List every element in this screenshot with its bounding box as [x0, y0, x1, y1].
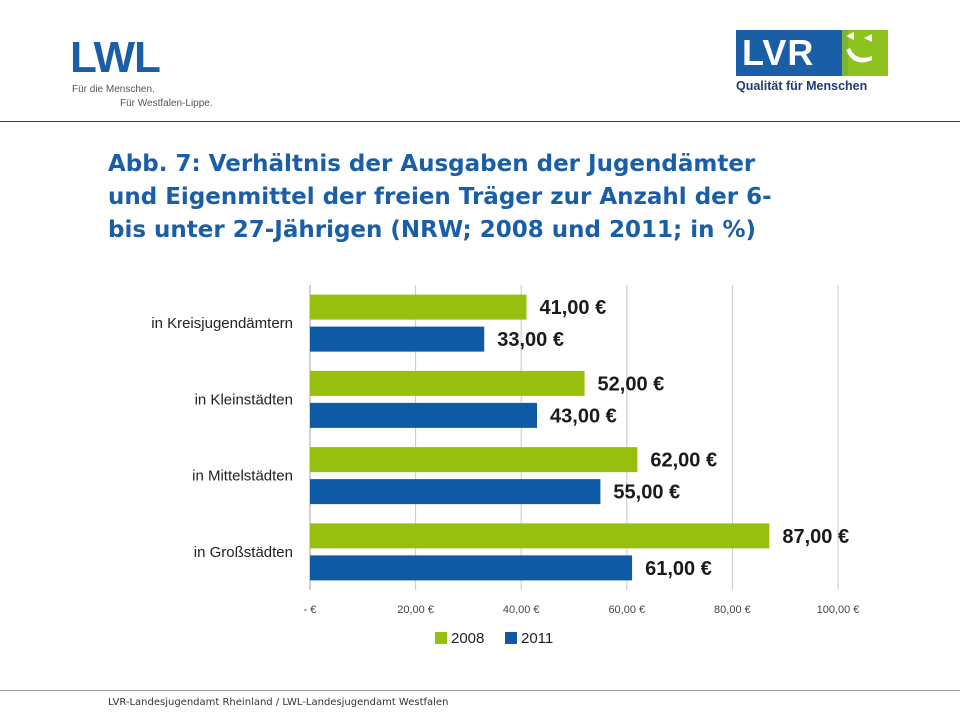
category-label: in Kleinstädten: [195, 391, 293, 408]
bar-2011: [310, 326, 485, 352]
lvr-logo: LVR Qualität für Menschen: [736, 30, 892, 94]
slide-title-line2: und Eigenmittel der freien Träger zur An…: [108, 184, 772, 210]
bar-2008: [310, 370, 585, 396]
data-label-2011: 33,00 €: [497, 329, 564, 351]
lwl-logo-wordmark: LWL: [70, 33, 161, 82]
slide-title-line1: Abb. 7: Verhältnis der Ausgaben der Juge…: [108, 151, 756, 177]
bar-2008: [310, 523, 770, 549]
x-tick-label: 60,00 €: [608, 604, 645, 616]
slide-title: Abb. 7: Verhältnis der Ausgaben der Juge…: [108, 148, 898, 247]
category-label: in Kreisjugendämtern: [151, 315, 293, 332]
lvr-logo-tagline: Qualität für Menschen: [736, 79, 868, 93]
data-label-2008: 62,00 €: [650, 450, 717, 472]
legend-label-2008: 2008: [451, 630, 484, 647]
bar-2011: [310, 479, 601, 505]
category-label: in Mittelstädten: [192, 468, 293, 485]
bar-2008: [310, 294, 527, 320]
lwl-logo-tagline-line2: Für Westfalen-Lippe.: [120, 98, 213, 109]
lvr-logo-green-panel: [842, 30, 888, 76]
x-tick-label: 20,00 €: [397, 604, 434, 616]
data-label-2011: 61,00 €: [645, 558, 712, 580]
header-divider: [0, 121, 960, 122]
data-label-2008: 41,00 €: [539, 297, 606, 319]
x-tick-label: - €: [304, 604, 317, 616]
data-label-2008: 87,00 €: [782, 526, 849, 548]
x-tick-label: 40,00 €: [503, 604, 540, 616]
x-tick-label: 100,00 €: [817, 604, 860, 616]
lwl-logo-tagline-line1: Für die Menschen.: [72, 84, 155, 95]
bar-2011: [310, 555, 633, 581]
lwl-logo: LWL Für die Menschen. Für Westfalen-Lipp…: [70, 33, 230, 110]
data-label-2011: 43,00 €: [550, 405, 617, 427]
data-label-2011: 55,00 €: [613, 482, 680, 504]
lvr-logo-wordmark: LVR: [742, 32, 815, 73]
legend-swatch-2011: [505, 632, 517, 644]
slide-title-line3: bis unter 27-Jährigen (NRW; 2008 und 201…: [108, 217, 757, 243]
legend-swatch-2008: [435, 632, 447, 644]
bar-2011: [310, 402, 538, 428]
bar-2008: [310, 447, 638, 473]
footer-text: LVR-Landesjugendamt Rheinland / LWL-Land…: [108, 697, 449, 708]
footer-divider: [0, 690, 960, 691]
legend-label-2011: 2011: [521, 630, 553, 647]
x-tick-label: 80,00 €: [714, 604, 751, 616]
data-label-2008: 52,00 €: [598, 373, 665, 395]
category-label: in Großstädten: [194, 544, 293, 561]
lvr-logo-box: LVR: [736, 30, 888, 76]
smile-icon: [842, 30, 872, 76]
lvr-logo-blue-panel: LVR: [736, 30, 842, 76]
